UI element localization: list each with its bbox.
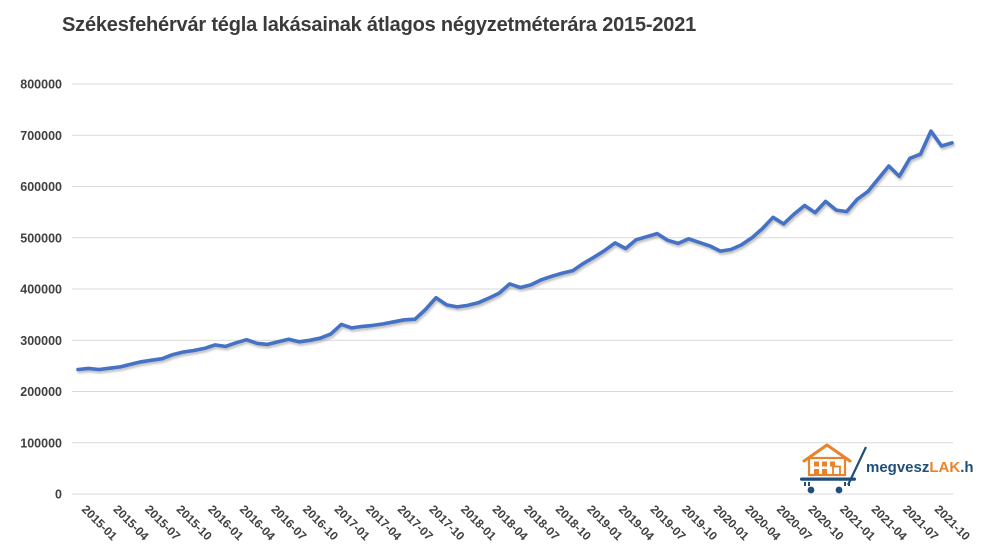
y-axis-tick-label: 800000 <box>20 78 62 92</box>
logo-wordmark: megveszLAK.hu <box>866 459 974 476</box>
y-axis-tick-label: 400000 <box>20 283 62 297</box>
y-axis-tick-label: 300000 <box>20 334 62 348</box>
house-cart-icon <box>800 443 867 494</box>
y-axis-tick-label: 0 <box>55 488 62 502</box>
megveszlak-logo: megveszLAK.hu <box>800 443 974 494</box>
y-axis-tick-label: 200000 <box>20 385 62 399</box>
grid-layer <box>72 83 953 495</box>
price-line-series <box>76 129 954 372</box>
y-axis-tick-label: 100000 <box>20 436 62 450</box>
y-axis-tick-label: 700000 <box>20 129 62 143</box>
y-axis-tick-label: 600000 <box>20 180 62 194</box>
x-axis-tick-label: 2021-10 <box>932 502 973 543</box>
series-layer <box>76 129 954 372</box>
y-axis-tick-label: 500000 <box>20 231 62 245</box>
chart-title: Székesfehérvár tégla lakásainak átlagos … <box>62 14 697 36</box>
